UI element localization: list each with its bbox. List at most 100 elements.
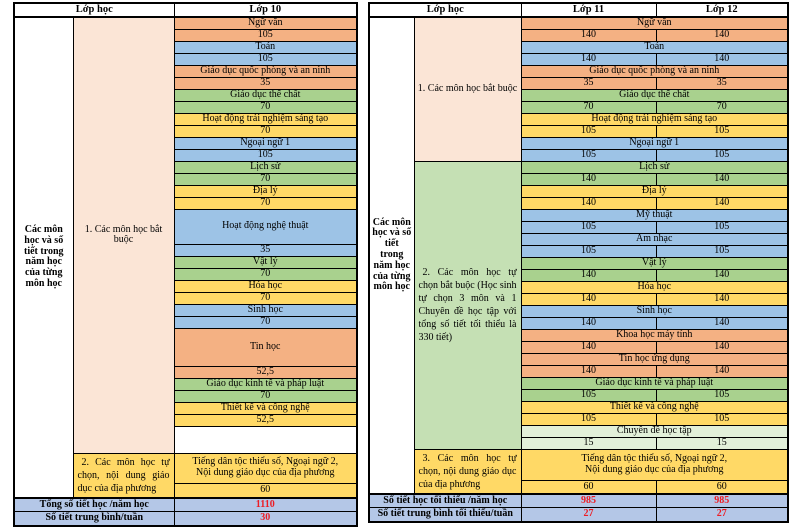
subject-name-cell: Sinh học [520,304,789,318]
subject-name-cell: Giáo dục thể chất [173,88,358,102]
subject-hours-cell: 35 [173,243,358,257]
subject-hours-cell: 35 [173,76,358,90]
subject-hours-cell: 35 [520,76,657,90]
subject-hours-cell: 70 [173,172,358,186]
subject-hours-cell: 140 [520,364,657,378]
subject-hours-cell: 140 [655,316,789,330]
subject-name-cell: Giáo dục thể chất [520,88,789,102]
class-column-header: Lớp học [368,2,522,18]
subject-name-cell: Thiết kế và công nghệ [520,400,789,414]
subject-name-cell: Sinh học [173,303,358,317]
subject-hours-cell: 105 [655,148,789,162]
grade-column-header: Lớp 10 [173,2,358,18]
subject-name-cell: Ngữ văn [173,16,358,30]
subject-name-cell: Hoạt động trải nghiệm sáng tạo [173,112,358,126]
section-3-label: 3. Các môn học tự chọn, nội dung giáo dụ… [413,448,522,495]
footer-total-label: Tổng số tiết học /năm học [13,496,175,513]
subject-name-cell: Địa lý [173,184,358,198]
subject-name-cell: Tiếng dân tộc thiểu số, Ngoại ngữ 2, Nội… [520,448,789,482]
row-axis-label: Các môn học và số tiết trong năm học của… [13,16,74,499]
subject-name-cell: Toán [520,40,789,54]
section-2-label: 2. Các môn học tự chọn bắt buộc (Học sin… [413,160,522,450]
footer-total-value: 27 [655,507,789,523]
subject-hours-cell: 60 [520,480,657,495]
section-1-label: 1. Các môn học bắt buộc [72,16,175,454]
subject-name-cell: Lịch sử [520,160,789,174]
subject-hours-cell: 140 [655,52,789,66]
grade-column-header: Lớp 12 [655,2,789,18]
subject-hours-cell: 70 [173,267,358,281]
subject-hours-cell: 140 [520,292,657,306]
subject-hours-cell: 70 [520,100,657,114]
subject-name-cell: Lịch sử [173,160,358,174]
subject-name-cell: Tiếng dân tộc thiểu số, Ngoại ngữ 2, Nội… [173,452,358,484]
subject-hours-cell: 105 [520,220,657,234]
class-column-header: Lớp học [13,2,175,18]
subject-name-cell: Ngoại ngữ 1 [173,136,358,150]
subject-hours-cell: 140 [655,28,789,42]
subject-name-cell: Hóa học [173,279,358,293]
subject-hours-cell: 105 [520,388,657,402]
footer-total-label: Số tiết trung bình tối thiểu/tuần [368,507,522,523]
subject-name-cell: Giáo dục quốc phòng và an ninh [173,64,358,78]
row-axis-label: Các môn học và số tiết trong năm học của… [368,16,415,495]
subject-hours-cell: 105 [655,220,789,234]
subject-hours-cell: 15 [655,436,789,450]
subject-name-cell: Chuyên đề học tập [520,424,789,438]
subject-hours-cell: 140 [655,268,789,282]
subject-hours-cell: 70 [173,100,358,114]
subject-hours-cell: 140 [520,316,657,330]
empty-spacer-cell [173,425,358,454]
grade11-12-curriculum-table: Lớp học Lớp 11 Lớp 12 Các môn học và số tiế… [368,2,789,523]
subject-hours-cell: 140 [655,196,789,210]
subject-hours-cell: 60 [655,480,789,495]
subject-hours-cell: 70 [173,124,358,138]
subject-hours-cell: 105 [173,52,358,66]
subject-hours-cell: 140 [655,340,789,354]
footer-total-value: 27 [520,507,657,523]
subject-hours-cell: 140 [520,340,657,354]
subject-name-cell: Ngoại ngữ 1 [520,136,789,150]
subject-hours-cell: 52,5 [173,365,358,379]
footer-total-value: 1110 [173,496,358,513]
subject-name-cell: Địa lý [520,184,789,198]
subject-hours-cell: 15 [520,436,657,450]
subject-hours-cell: 70 [173,315,358,329]
subject-hours-cell: 105 [520,244,657,258]
footer-total-value: 985 [655,492,789,509]
grade10-curriculum-table: Lớp học Lớp 10 Các môn học và số tiết tron… [13,2,358,527]
subject-name-cell: Ngữ văn [520,16,789,30]
subject-name-cell: Hóa học [520,280,789,294]
subject-hours-cell: 70 [173,389,358,403]
subject-hours-cell: 140 [655,172,789,186]
subject-hours-cell: 60 [173,482,358,499]
subject-name-cell: Giáo dục quốc phòng và an ninh [520,64,789,78]
subject-hours-cell: 70 [173,291,358,305]
section-1-label: 1. Các môn học bắt buộc [413,16,522,162]
subject-hours-cell: 105 [655,124,789,138]
subject-name-cell: Khoa học máy tính [520,328,789,342]
subject-hours-cell: 140 [655,364,789,378]
subject-name-cell: Toán [173,40,358,54]
subject-hours-cell: 70 [655,100,789,114]
subject-name-cell: Vật lý [520,256,789,270]
subject-hours-cell: 140 [520,196,657,210]
subject-hours-cell: 140 [520,268,657,282]
grade-column-header: Lớp 11 [520,2,657,18]
subject-hours-cell: 140 [520,28,657,42]
subject-hours-cell: 140 [520,172,657,186]
footer-total-label: Số tiết học tối thiểu /năm học [368,492,522,509]
subject-name-cell: Mỹ thuật [520,208,789,222]
subject-name-cell: Vật lý [173,255,358,269]
subject-name-cell: Hoạt động trải nghiệm sáng tạo [520,112,789,126]
subject-hours-cell: 35 [655,76,789,90]
subject-hours-cell: 105 [520,412,657,426]
subject-hours-cell: 105 [655,412,789,426]
subject-name-cell: Thiết kế và công nghệ [173,401,358,415]
subject-hours-cell: 70 [173,196,358,210]
subject-name-cell: Giáo dục kinh tế và pháp luật [173,377,358,391]
subject-hours-cell: 105 [655,244,789,258]
subject-name-cell: Âm nhạc [520,232,789,246]
subject-hours-cell: 105 [173,148,358,162]
